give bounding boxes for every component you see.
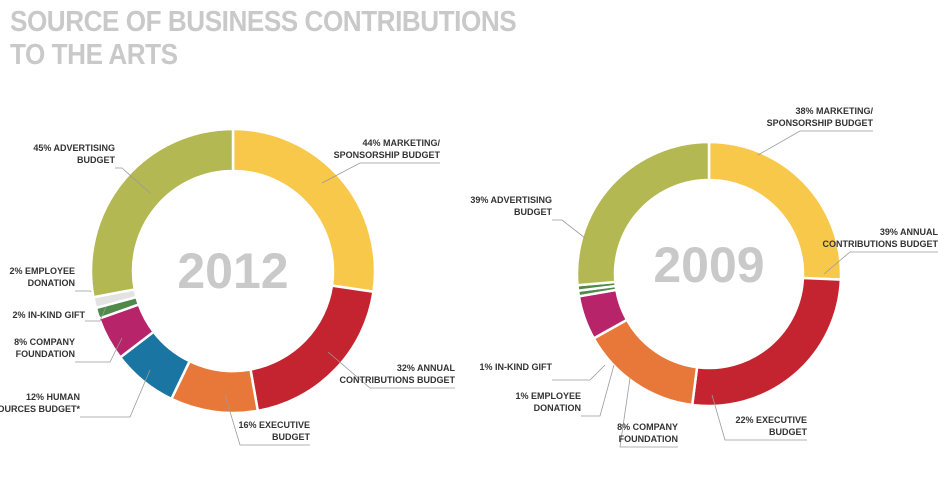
leader-line-2009-1 [823,251,938,275]
center-year-label: 2012 [177,243,288,299]
slice-label-2009-2: 22% EXECUTIVE BUDGET [735,415,807,437]
page-title: SOURCE OF BUSINESS CONTRIBUTIONS TO THE … [10,6,517,72]
slice-label-line: 39% ANNUAL [880,227,938,237]
slice-label-2012-6: 2% EMPLOYEE DONATION [9,266,75,288]
leader-line-2012-3 [80,369,151,418]
leader-line-2012-0 [321,162,440,184]
leader-line-2009-4 [581,364,615,417]
slice-label-line: DONATION [534,403,581,413]
title-line-2: TO THE ARTS [10,39,178,71]
slice-label-line: 12% HUMAN [26,392,80,402]
slice-label-2012-7: 45% ADVERTISING BUDGET [33,143,115,165]
slice-label-line: FOUNDATION [16,349,75,359]
slice-label-line: 8% COMPANY [617,422,678,432]
slice-label-line: 8% COMPANY [14,337,75,347]
leader-line-2012-7 [115,167,151,194]
slice-label-line: DONATION [28,278,75,288]
leader-line-2012-1 [327,351,455,389]
slice-label-line: 44% MARKETING/ [362,138,440,148]
slice-label-line: 1% IN-KIND GIFT [479,362,552,372]
slice-label-line: CONTRIBUTIONS BUDGET [340,375,456,385]
slice-2009-2 [592,318,699,407]
slice-2009-6 [575,140,711,287]
slice-2009-1 [690,276,843,408]
slice-label-line: BUDGET [77,155,116,165]
slice-label-line: 38% MARKETING/ [795,106,873,116]
slice-2012-1 [249,284,375,413]
donut-chart-2012: 44% MARKETING/SPONSORSHIP BUDGET 32% ANNU… [0,127,456,446]
slice-label-line: BUDGET [769,427,808,437]
leader-line-2009-3 [619,377,678,448]
slice-label-line: 16% EXECUTIVE [238,420,310,430]
leader-line-2009-6 [552,219,586,239]
slice-label-2009-1: 39% ANNUAL CONTRIBUTIONS BUDGET [823,227,938,249]
slice-label-line: FOUNDATION [619,434,678,444]
slice-label-line: 39% ADVERTISING [470,195,552,205]
slice-label-line: 2% IN-KIND GIFT [12,310,85,320]
slice-label-2012-0: 44% MARKETING/SPONSORSHIP BUDGET [334,138,441,160]
donut-chart-2009: 38% MARKETING/SPONSORSHIP BUDGET 39% ANNU… [470,106,938,448]
leader-line-2009-2 [711,394,807,441]
leader-line-2012-4 [75,337,123,363]
leader-line-2012-2 [224,394,310,446]
slice-label-line: 45% ADVERTISING [33,143,115,153]
slice-label-2012-3: 12% HUMAN RESOURCES BUDGET* [0,392,80,414]
slice-2012-7 [89,127,235,299]
slice-label-line: 1% EMPLOYEE [515,391,581,401]
title-line-1: SOURCE OF BUSINESS CONTRIBUTIONS [10,6,517,38]
slice-label-line: 32% ANNUAL [397,363,456,373]
slice-label-line: SPONSORSHIP BUDGET [767,118,874,128]
leader-line-2009-5 [552,364,606,381]
slice-label-2012-2: 16% EXECUTIVE BUDGET [238,420,310,442]
slice-label-2009-3: 8% COMPANY FOUNDATION [617,422,678,444]
slice-label-line: CONTRIBUTIONS BUDGET [823,239,938,249]
leader-line-2012-5 [85,301,109,322]
slice-label-line: BUDGET [514,207,553,217]
slice-label-line: SPONSORSHIP BUDGET [334,150,441,160]
slice-label-2012-1: 32% ANNUAL CONTRIBUTIONS BUDGET [340,363,456,385]
leader-line-2009-0 [757,130,873,156]
slice-label-2009-5: 1% IN-KIND GIFT [479,362,552,372]
center-year-label: 2009 [653,237,764,293]
slice-label-line: RESOURCES BUDGET* [0,404,80,414]
slice-label-line: 22% EXECUTIVE [735,415,807,425]
slice-label-2009-0: 38% MARKETING/SPONSORSHIP BUDGET [767,106,874,128]
slice-label-2012-4: 8% COMPANY FOUNDATION [14,337,75,359]
slice-label-2009-4: 1% EMPLOYEE DONATION [515,391,581,413]
slice-label-2009-6: 39% ADVERTISING BUDGET [470,195,552,217]
slice-label-line: 2% EMPLOYEE [9,266,75,276]
slice-label-2012-5: 2% IN-KIND GIFT [12,310,85,320]
slice-label-line: BUDGET [272,432,311,442]
